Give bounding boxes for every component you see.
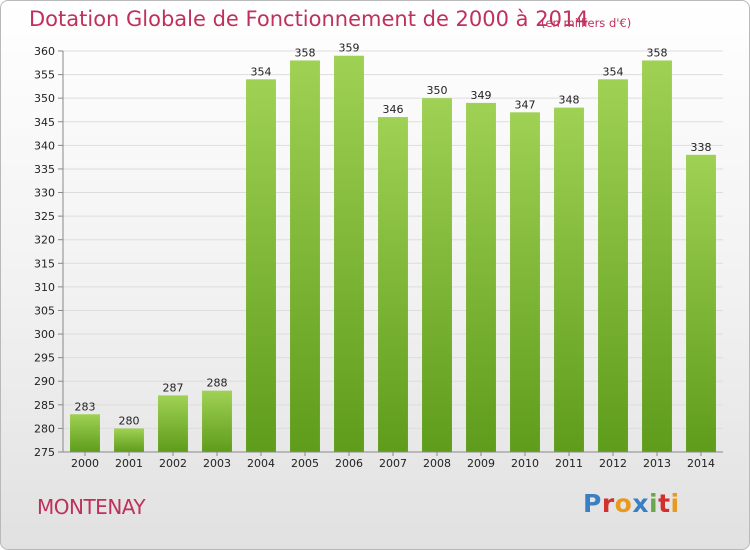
bar-2014 [686,154,716,452]
proxiti-logo[interactable]: Proxiti [583,489,680,518]
y-tick-label: 280 [34,422,55,435]
data-label: 354 [603,65,624,78]
x-tick-label: 2007 [379,457,407,470]
data-label: 350 [427,84,448,97]
x-tick-label: 2011 [555,457,583,470]
data-label: 359 [339,42,360,55]
bar-2001 [114,428,144,452]
y-tick-label: 330 [34,187,55,200]
x-tick-label: 2003 [203,457,231,470]
x-tick-label: 2013 [643,457,671,470]
x-tick-label: 2008 [423,457,451,470]
data-label: 358 [647,46,668,59]
y-tick-label: 315 [34,257,55,270]
data-label: 280 [119,414,140,427]
chart-title: Dotation Globale de Fonctionnement de 20… [29,7,589,31]
data-label: 347 [515,98,536,111]
x-tick-label: 2012 [599,457,627,470]
x-tick-label: 2005 [291,457,319,470]
y-tick-label: 360 [34,45,55,58]
y-tick-label: 290 [34,375,55,388]
bars [70,55,716,453]
bar-2013 [642,60,672,452]
y-tick-label: 355 [34,69,55,82]
data-label: 346 [383,103,404,116]
logo-letter: o [614,489,633,518]
data-label: 358 [295,46,316,59]
x-tick-label: 2004 [247,457,275,470]
bar-2002 [158,395,188,452]
y-tick-label: 320 [34,234,55,247]
y-tick-label: 345 [34,116,55,129]
logo-letter: i [649,489,659,518]
data-label: 287 [163,381,184,394]
bar-2012 [598,79,628,453]
bar-2003 [202,390,232,452]
y-tick-label: 350 [34,92,55,105]
bar-2008 [422,98,452,453]
y-tick-label: 285 [34,399,55,412]
y-tick-label: 310 [34,281,55,294]
chart-subtitle: (en milliers d'€) [541,16,632,30]
logo-letter: r [601,489,615,518]
logo-letter: t [658,489,671,518]
x-tick-label: 2001 [115,457,143,470]
data-label: 338 [691,141,712,154]
bar-2011 [554,107,584,453]
bar-2000 [70,414,100,452]
data-label: 349 [471,89,492,102]
data-label: 354 [251,65,272,78]
bar-2005 [290,60,320,452]
data-label: 288 [207,377,228,390]
labels: 275 280 285 290 295 300 305 310 315 320 325 330 335 3… [34,42,715,470]
bar-2007 [378,117,408,452]
bar-2010 [510,112,540,453]
y-tick-label: 340 [34,139,55,152]
y-tick-label: 335 [34,163,55,176]
x-tick-label: 2000 [71,457,99,470]
x-tick-label: 2009 [467,457,495,470]
bar-2006 [334,55,364,452]
y-tick-label: 305 [34,304,55,317]
data-label: 348 [559,94,580,107]
commune-name: MONTENAY [37,495,146,519]
x-tick-label: 2010 [511,457,539,470]
y-tick-label: 295 [34,352,55,365]
logo-letter: i [670,489,680,518]
y-tick-label: 275 [34,446,55,459]
logo-letter: x [632,489,649,518]
axes [58,50,723,456]
x-tick-label: 2006 [335,457,363,470]
logo-letter: P [583,489,602,518]
data-label: 283 [75,400,96,413]
y-tick-label: 300 [34,328,55,341]
x-tick-label: 2014 [687,457,715,470]
x-tick-label: 2002 [159,457,187,470]
bar-2004 [246,79,276,453]
y-tick-label: 325 [34,210,55,223]
bar-2009 [466,102,496,453]
